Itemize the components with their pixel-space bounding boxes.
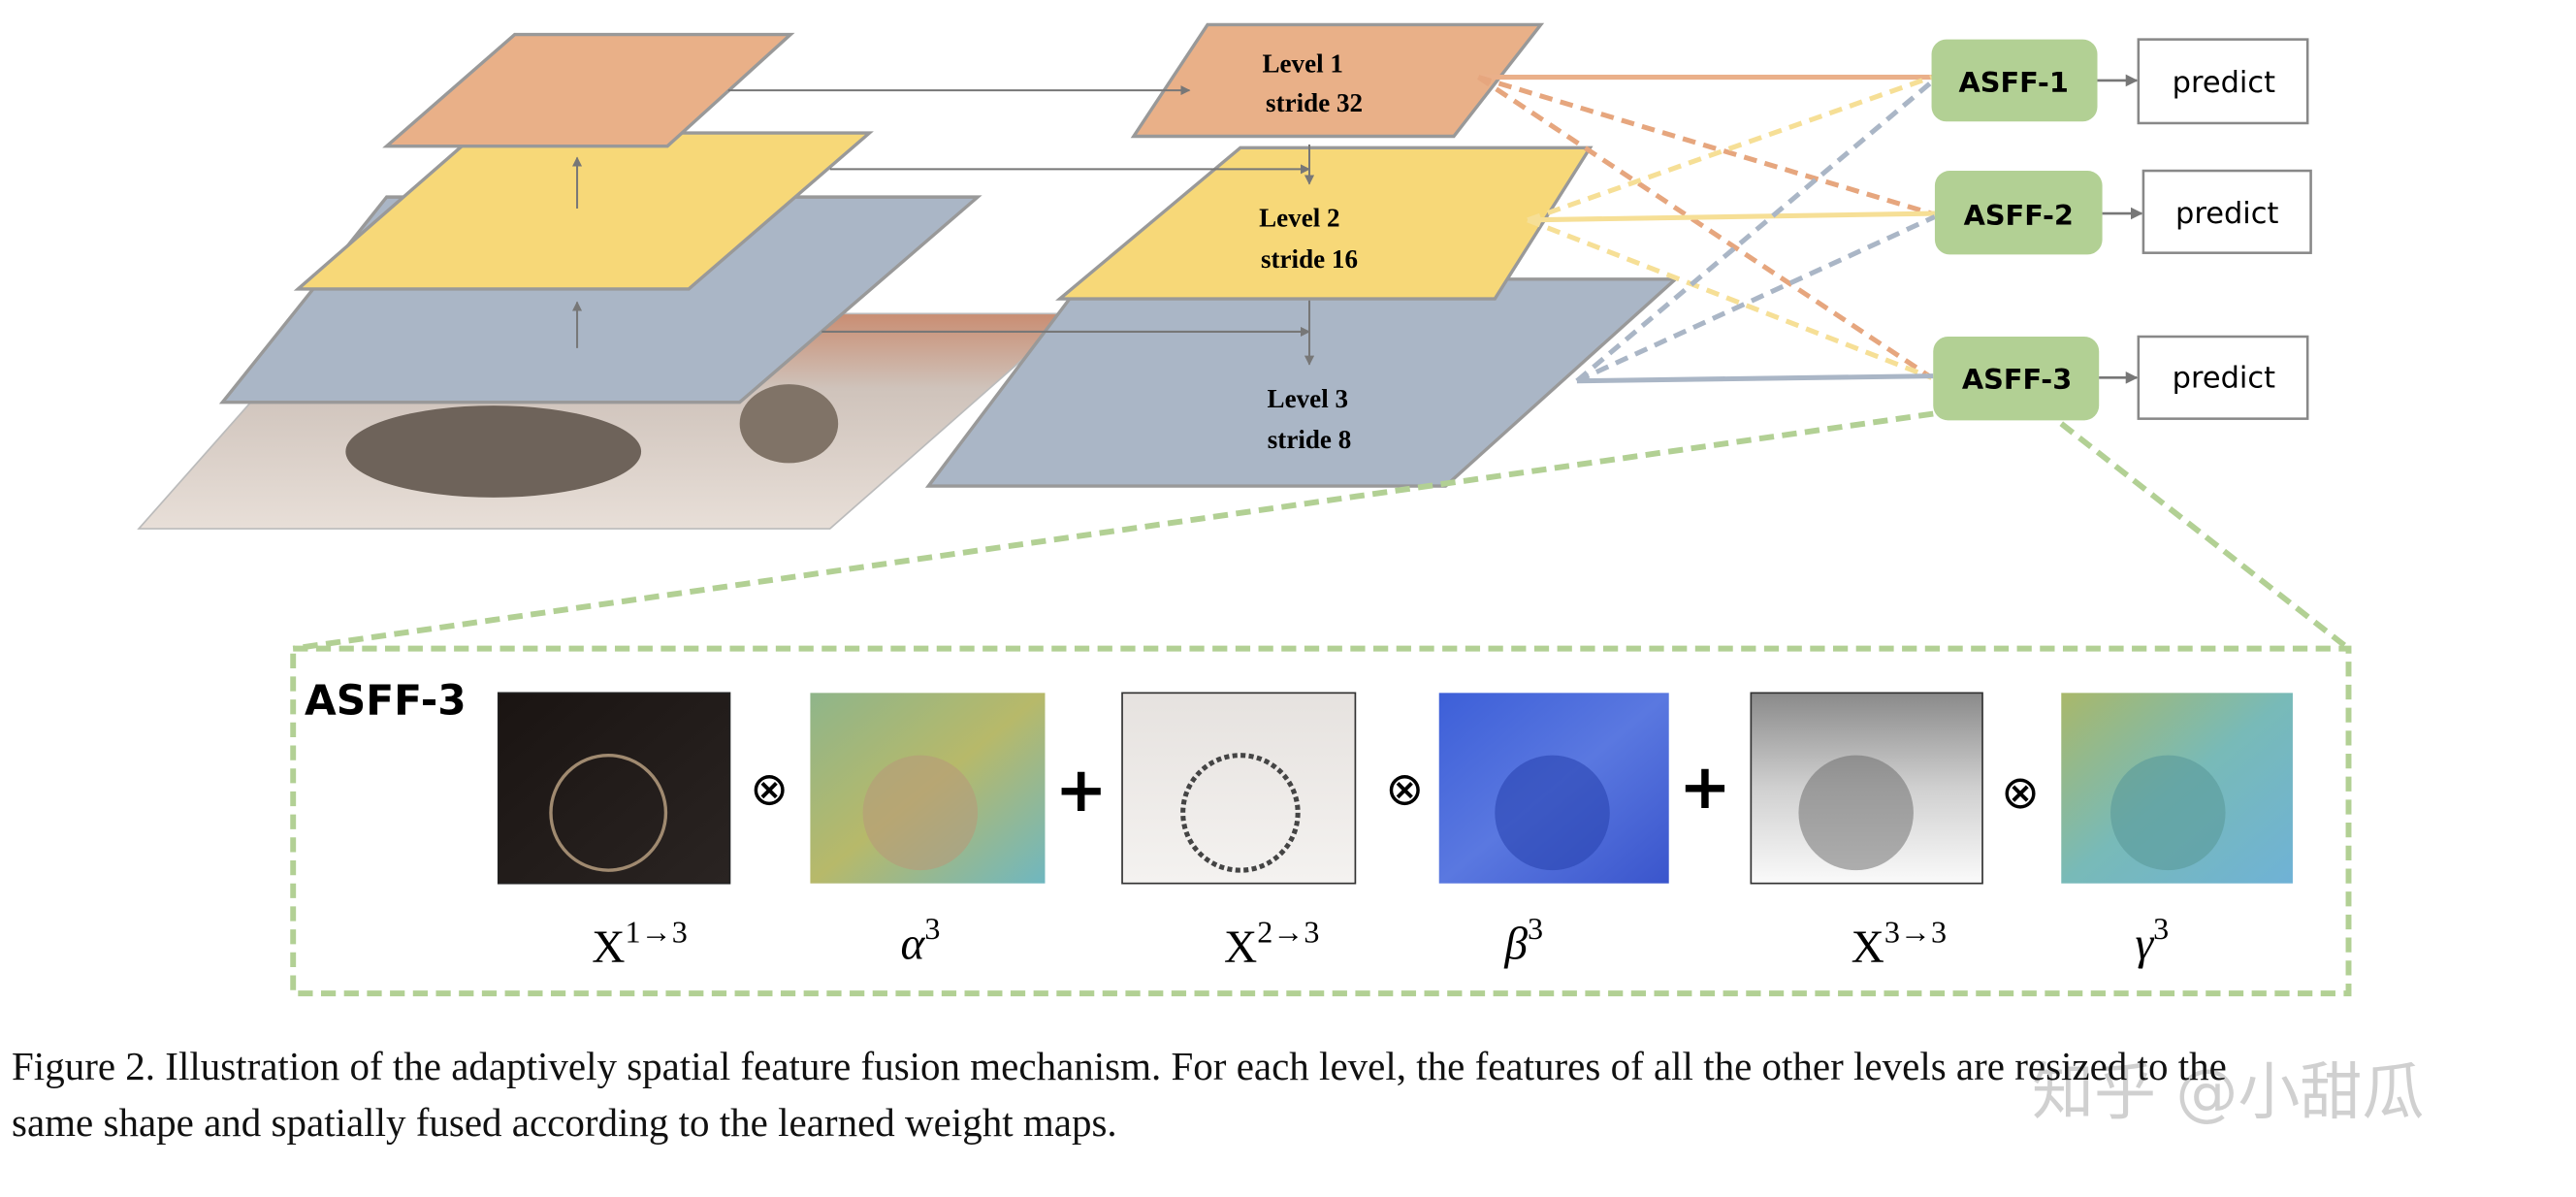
image-x1-to-3 <box>497 692 731 885</box>
connection-l1-asff3 <box>1476 75 1933 380</box>
operators: ⊗ + ⊗ + ⊗ <box>750 751 2040 826</box>
watermark: 知乎 @小甜瓜 <box>2032 1057 2425 1129</box>
cat-head <box>739 384 839 464</box>
detail-callout <box>290 410 2352 997</box>
predict-box-3: predict <box>2137 335 2309 420</box>
connection-l1-asff2 <box>1477 75 1933 216</box>
connection-l3-asff2 <box>1575 214 1936 384</box>
predict-arrows <box>2097 74 2143 384</box>
feature-pyramid: Level 1 stride 32 Level 2 stride 16 Leve… <box>727 22 1680 488</box>
predict-box-2: predict <box>2141 169 2312 254</box>
term-beta3: β3 <box>1503 911 1543 969</box>
feature-map-level1 <box>1130 22 1545 139</box>
detail-box <box>290 645 2352 997</box>
otimes-icon: ⊗ <box>1385 762 1424 816</box>
term-alpha3: α3 <box>901 911 941 969</box>
level1-stride: stride 32 <box>1266 88 1363 117</box>
connection-l2-asff3 <box>1527 217 1933 380</box>
connection-l2-asff1 <box>1527 75 1933 223</box>
connection-l2-asff2 <box>1528 210 1935 223</box>
svg-text:predict: predict <box>2175 197 2278 231</box>
otimes-icon: ⊗ <box>750 762 789 816</box>
caption-line-2: same shape and spatially fused according… <box>12 1100 1117 1145</box>
figure-caption: Figure 2. Illustration of the adaptively… <box>12 1038 2572 1150</box>
level1-label: Level 1 <box>1262 49 1342 78</box>
input-pyramid <box>137 32 1078 530</box>
plus-icon: + <box>1055 754 1108 826</box>
level2-label: Level 2 <box>1259 204 1339 233</box>
detail-title: ASFF-3 <box>305 676 467 724</box>
svg-text:ASFF-1: ASFF-1 <box>1959 66 2069 99</box>
image-x2-to-3 <box>1121 692 1357 885</box>
term-gamma3: γ3 <box>2135 911 2169 969</box>
weight-images <box>497 692 2293 885</box>
level3-label: Level 3 <box>1268 384 1348 413</box>
asff-node-3: ASFF-3 <box>1933 337 2100 421</box>
svg-text:ASFF-3: ASFF-3 <box>1962 363 2072 396</box>
term-x1-to-3: X1→3 <box>592 915 688 973</box>
feature-map-level3 <box>924 277 1680 488</box>
fusion-connections <box>1476 75 1936 384</box>
feature-map-level2-left <box>293 131 874 291</box>
plus-icon: + <box>1679 751 1731 824</box>
feature-map-level1-left <box>382 32 795 148</box>
connection-l3-asff1 <box>1575 80 1934 383</box>
connection-l3-asff3 <box>1576 373 1934 384</box>
term-x2-to-3: X2→3 <box>1224 915 1320 973</box>
level2-stride: stride 16 <box>1261 244 1358 274</box>
svg-text:predict: predict <box>2173 361 2275 395</box>
asff-node-1: ASFF-1 <box>1931 39 2098 122</box>
predict-box-1: predict <box>2137 38 2309 125</box>
feature-map-level2 <box>1055 146 1594 301</box>
asff-node-2: ASFF-2 <box>1934 171 2103 255</box>
term-labels: X1→3 α3 X2→3 β3 X3→3 γ3 <box>592 911 2169 973</box>
svg-text:ASFF-2: ASFF-2 <box>1964 199 2074 232</box>
otimes-icon: ⊗ <box>2001 766 2040 820</box>
cat-body <box>345 405 642 498</box>
level3-stride: stride 8 <box>1268 425 1351 454</box>
term-x3-to-3: X3→3 <box>1852 915 1948 973</box>
svg-text:predict: predict <box>2173 66 2275 100</box>
caption-line-1: Figure 2. Illustration of the adaptively… <box>12 1044 2227 1088</box>
